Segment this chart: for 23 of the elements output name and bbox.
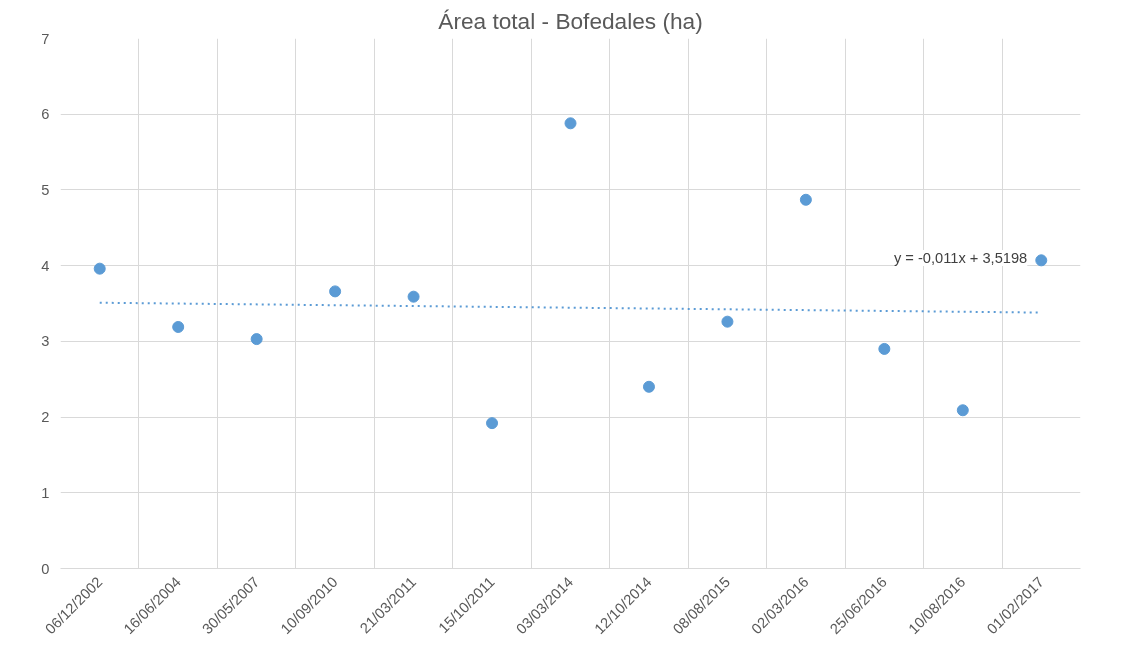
annotation: y = -0,011x + 3,5198	[893, 250, 1028, 267]
point	[642, 380, 655, 393]
y-tick-label: 5	[41, 181, 50, 198]
y-tick-label: 6	[41, 106, 50, 123]
point	[878, 342, 891, 355]
point	[564, 117, 577, 130]
point	[407, 290, 420, 303]
point	[486, 417, 499, 430]
point	[250, 333, 263, 346]
y-tick-label: 7	[41, 30, 50, 47]
point	[93, 262, 106, 275]
y-tick-label: 4	[41, 257, 50, 274]
chart-title: Área total - Bofedales (ha)	[438, 7, 703, 34]
point	[721, 315, 734, 328]
y-tick-label: 3	[41, 333, 50, 350]
point	[329, 285, 342, 298]
point	[1035, 254, 1048, 267]
point	[799, 193, 812, 206]
point	[172, 320, 185, 333]
point	[956, 404, 969, 417]
y-tick-label: 1	[41, 484, 50, 501]
y-tick-label: 0	[41, 560, 50, 577]
y-tick-label: 2	[41, 409, 50, 426]
